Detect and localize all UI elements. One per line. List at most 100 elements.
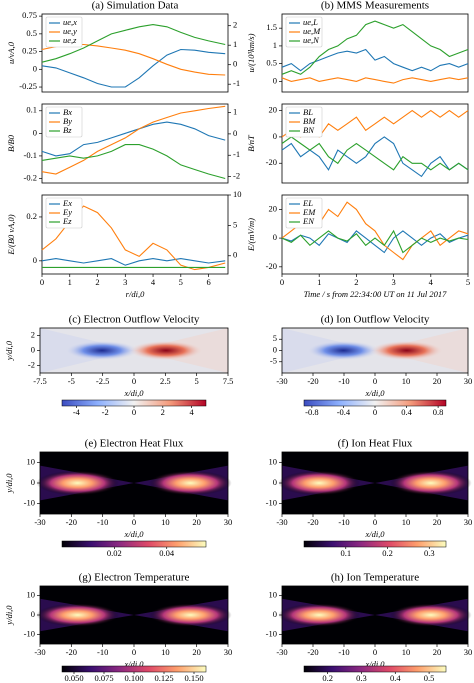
y-tick-label: 0 xyxy=(273,75,277,85)
legend-label: Ez xyxy=(62,216,72,226)
x-tick-label: 7.5 xyxy=(223,376,234,386)
series-line xyxy=(41,121,226,157)
y-tick-label: 10 xyxy=(269,456,278,466)
y-tick-label: 0.5 xyxy=(26,28,37,38)
y-tick-label: -0.1 xyxy=(24,150,37,160)
y-tick-label: 20 xyxy=(269,105,278,115)
heatmap-field xyxy=(389,470,472,496)
x-tick-label: 3 xyxy=(391,277,395,287)
colorbar-tick-label: -2 xyxy=(102,407,109,417)
y2-tick-label: 2 xyxy=(233,20,237,30)
x-axis-label: x/di,0 xyxy=(123,388,144,398)
y-tick-label: -0.25 xyxy=(19,81,37,91)
legend-box xyxy=(285,197,323,229)
x-tick-label: 10 xyxy=(161,647,170,657)
x-axis-label: x/di,0 xyxy=(364,659,385,669)
legend-label: ue,M xyxy=(303,26,321,36)
y2-tick-label: 1 xyxy=(233,39,237,49)
x-tick-label: -30 xyxy=(34,517,45,527)
panel-title: (f) Ion Heat Flux xyxy=(338,438,413,450)
x-tick-label: 0 xyxy=(40,277,44,287)
x-tick-label: 0 xyxy=(132,517,136,527)
y-tick-label: 2 xyxy=(31,329,35,339)
legend-label: ue,N xyxy=(303,35,320,45)
panel-title: (b) MMS Measurements xyxy=(321,0,429,12)
x-tick-label: -30 xyxy=(276,517,287,527)
y-axis-label: u/vA,0 xyxy=(6,41,16,64)
x-tick-label: -20 xyxy=(307,376,318,386)
x-tick-label: 30 xyxy=(224,517,233,527)
y-tick-label: 0 xyxy=(273,232,277,242)
x-tick-label: -30 xyxy=(276,647,287,657)
y2-tick-label: 0 xyxy=(233,250,237,260)
heatmap-field xyxy=(278,603,361,627)
x-tick-label: 30 xyxy=(464,517,473,527)
colorbar-tick-label: 0.04 xyxy=(159,548,175,558)
y-tick-label: 20 xyxy=(269,203,278,213)
x-tick-label: 0 xyxy=(373,517,377,527)
x-tick-label: -10 xyxy=(338,647,349,657)
x-tick-label: 0 xyxy=(132,647,136,657)
colorbar-tick-label: -0.4 xyxy=(337,407,351,417)
x-tick-label: 5 xyxy=(466,277,470,287)
panel-title: (c) Electron Outflow Velocity xyxy=(69,314,200,326)
colorbar xyxy=(303,399,447,407)
x-tick-label: 2 xyxy=(95,277,99,287)
x-tick-label: 20 xyxy=(433,376,442,386)
colorbar xyxy=(303,665,447,673)
legend-label: ue,z xyxy=(63,35,77,45)
legend-label: Ey xyxy=(62,207,72,217)
plot-frame xyxy=(281,194,469,275)
colorbar-tick-label: 2 xyxy=(161,407,165,417)
legend-label: BL xyxy=(303,107,313,117)
y-tick-label: -0.2 xyxy=(24,172,37,182)
y-tick-label: 0 xyxy=(273,609,277,619)
x-tick-label: -30 xyxy=(276,376,287,386)
x-tick-label: -5 xyxy=(68,376,75,386)
x-tick-label: 10 xyxy=(402,376,411,386)
legend-label: ue,x xyxy=(63,17,77,27)
x-tick-label: 5 xyxy=(195,376,199,386)
y-tick-label: -5 xyxy=(270,356,277,366)
heatmap-field xyxy=(36,603,119,627)
y-tick-label: 0.1 xyxy=(26,105,37,115)
plot-frame xyxy=(281,13,469,93)
x-tick-label: 2 xyxy=(354,277,358,287)
legend-box xyxy=(45,16,83,48)
x-tick-label: 3 xyxy=(123,277,127,287)
y2-tick-label: 0 xyxy=(233,128,237,138)
series-line xyxy=(41,144,226,180)
y-axis-label: E/(mV/m) xyxy=(246,218,256,252)
panel-title: (d) Ion Outflow Velocity xyxy=(321,314,430,326)
x-tick-label: 0 xyxy=(132,376,136,386)
y-tick-label: 5 xyxy=(273,333,277,343)
colorbar xyxy=(61,665,207,673)
x-axis-label: x/di,0 xyxy=(123,659,144,669)
colorbar xyxy=(61,399,207,407)
x-tick-label: 10 xyxy=(402,647,411,657)
colorbar-tick-label: 0.1 xyxy=(340,548,351,558)
y-tick-label: -20 xyxy=(266,261,277,271)
x-tick-label: -20 xyxy=(307,517,318,527)
colorbar-tick-label: -4 xyxy=(73,407,81,417)
x-tick-label: -20 xyxy=(66,517,77,527)
y-tick-label: -10 xyxy=(24,628,35,638)
x-tick-label: 10 xyxy=(161,517,170,527)
heatmap-field xyxy=(36,470,119,496)
y2-tick-label: 1 xyxy=(233,106,237,116)
colorbar-tick-label: 0 xyxy=(373,407,377,417)
x-tick-label: -10 xyxy=(97,517,108,527)
y-tick-label: 0 xyxy=(273,131,277,141)
series-line xyxy=(41,43,226,76)
y-tick-label: 1 xyxy=(273,40,277,50)
y2-tick-label: 0 xyxy=(233,59,237,69)
colorbar-tick-label: 4 xyxy=(189,407,194,417)
x-tick-label: -30 xyxy=(34,647,45,657)
x-tick-label: 0 xyxy=(280,277,284,287)
legend-label: EN xyxy=(302,216,315,226)
legend-box xyxy=(285,16,323,48)
y-axis-label: E/(B0 vA,0) xyxy=(6,214,16,255)
x-axis-label: x/di,0 xyxy=(123,529,144,539)
y2-tick-label: -1 xyxy=(233,149,240,159)
